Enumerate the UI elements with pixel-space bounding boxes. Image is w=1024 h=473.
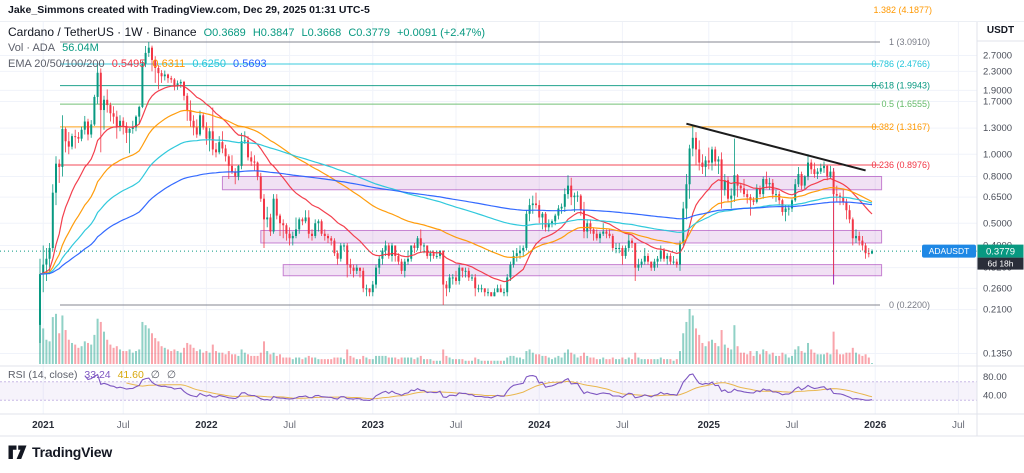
ema50-value: 0.6311 — [152, 58, 186, 70]
svg-text:0.618 (1.9943): 0.618 (1.9943) — [871, 81, 930, 91]
svg-text:0.5 (1.6555): 0.5 (1.6555) — [881, 99, 930, 109]
svg-text:1.3000: 1.3000 — [983, 123, 1012, 134]
symbol-legend[interactable]: Cardano / TetherUS · 1W · Binance O0.368… — [8, 25, 489, 39]
plot-area[interactable]: 1 (3.0910) 0.786 (2.4766) 0.618 (1.9943) 0.… — [0, 12, 977, 414]
rsi-ma-value: 41.60 — [117, 369, 144, 381]
rsi-label: RSI (14, close) — [8, 369, 78, 381]
ema100-value: 0.6250 — [192, 58, 226, 70]
svg-text:0.1350: 0.1350 — [983, 349, 1012, 360]
ema50-line — [39, 109, 873, 275]
rsi-empty-plot-2: ∅ — [166, 369, 177, 381]
rsi-band — [0, 381, 977, 401]
price-change: +0.0091 (+2.47%) — [397, 27, 486, 39]
attribution-bar: Jake_Simmons created with TradingView.co… — [0, 0, 1024, 22]
svg-text:2026: 2026 — [864, 420, 887, 431]
svg-text:0.786 (2.4766): 0.786 (2.4766) — [871, 59, 930, 69]
svg-text:Jul: Jul — [450, 420, 463, 431]
ohlc-high: H0.3847 — [252, 27, 295, 39]
svg-text:6d 18h: 6d 18h — [988, 259, 1014, 269]
descending-trendline — [686, 122, 866, 172]
svg-text:0.8000: 0.8000 — [983, 171, 1012, 182]
volume-layer — [39, 309, 873, 364]
ema20-line — [39, 84, 873, 283]
svg-text:USDT: USDT — [987, 25, 1014, 36]
volume-label: Vol · ADA — [8, 42, 56, 54]
support-zone — [221, 175, 883, 191]
svg-text:0 (0.2200): 0 (0.2200) — [889, 300, 930, 310]
rsi-legend[interactable]: RSI (14, close) 33.24 41.60 ∅ ∅ — [8, 369, 180, 381]
ema100-line — [39, 139, 873, 275]
volume-legend[interactable]: Vol · ADA 56.04M — [8, 42, 103, 54]
svg-text:80.00: 80.00 — [983, 372, 1007, 383]
rsi-line — [84, 373, 873, 402]
svg-text:0.5000: 0.5000 — [983, 218, 1012, 229]
bar-countdown-badge — [977, 257, 1024, 270]
svg-text:ADAUSDT: ADAUSDT — [929, 246, 970, 256]
ema-label: EMA 20/50/100/200 — [8, 58, 105, 70]
fib-extension-label: 1.382 (4.1877) — [873, 5, 932, 15]
svg-text:40.00: 40.00 — [983, 391, 1007, 402]
price-axis[interactable] — [977, 21, 1024, 436]
rsi-empty-plot-1: ∅ — [150, 369, 160, 381]
svg-text:Jul: Jul — [786, 420, 799, 431]
ema-legend[interactable]: EMA 20/50/100/200 0.5495 0.6311 0.6250 0… — [8, 58, 271, 70]
svg-text:2023: 2023 — [362, 420, 385, 431]
svg-text:0.2100: 0.2100 — [983, 305, 1012, 316]
support-zone — [260, 229, 883, 244]
svg-text:0.6500: 0.6500 — [983, 192, 1012, 203]
svg-text:Jul: Jul — [952, 420, 965, 431]
svg-text:1.7000: 1.7000 — [983, 96, 1012, 107]
ohlc-close: C0.3779 — [348, 27, 390, 39]
symbol-price-label — [922, 244, 976, 258]
svg-text:1.9000: 1.9000 — [983, 85, 1012, 96]
ema200-line — [39, 170, 873, 275]
svg-text:Jul: Jul — [283, 420, 296, 431]
svg-text:1.0000: 1.0000 — [983, 149, 1012, 160]
svg-text:Jul: Jul — [616, 420, 629, 431]
volume-value: 56.04M — [62, 42, 99, 54]
candles-layer — [39, 42, 873, 344]
svg-text:0.2600: 0.2600 — [983, 283, 1012, 294]
rsi-value: 33.24 — [84, 369, 111, 381]
time-axis[interactable]: 2021 Jul 2022 Jul 2023 Jul 2024 Jul 2025 Jul 2026 J… — [32, 420, 965, 431]
svg-text:0.236 (0.8976): 0.236 (0.8976) — [871, 160, 930, 170]
svg-text:0.3779: 0.3779 — [986, 247, 1015, 258]
symbol-title: Cardano / TetherUS · 1W · Binance — [8, 25, 197, 39]
svg-text:1 (3.0910): 1 (3.0910) — [889, 37, 930, 47]
svg-text:Jul: Jul — [117, 420, 130, 431]
attribution-text: Jake_Simmons created with TradingView.co… — [8, 4, 370, 16]
svg-text:2.3000: 2.3000 — [983, 66, 1012, 77]
svg-text:0.382 (1.3167): 0.382 (1.3167) — [871, 122, 930, 132]
svg-text:2.7000: 2.7000 — [983, 50, 1012, 61]
ohlc-open: O0.3689 — [203, 27, 246, 39]
svg-text:2022: 2022 — [195, 420, 218, 431]
ema20-value: 0.5495 — [111, 58, 146, 70]
last-price-badge — [977, 244, 1024, 258]
ohlc-low: L0.3668 — [301, 27, 342, 39]
svg-text:2025: 2025 — [698, 420, 721, 431]
support-zone — [282, 264, 883, 277]
ema200-value: 0.5693 — [233, 58, 267, 70]
svg-text:2024: 2024 — [528, 420, 551, 431]
svg-text:2021: 2021 — [32, 420, 55, 431]
tradingview-logo-text: TradingView — [32, 444, 113, 460]
tradingview-logo-mark — [8, 445, 27, 459]
tradingview-logo[interactable]: TradingView — [8, 444, 112, 460]
